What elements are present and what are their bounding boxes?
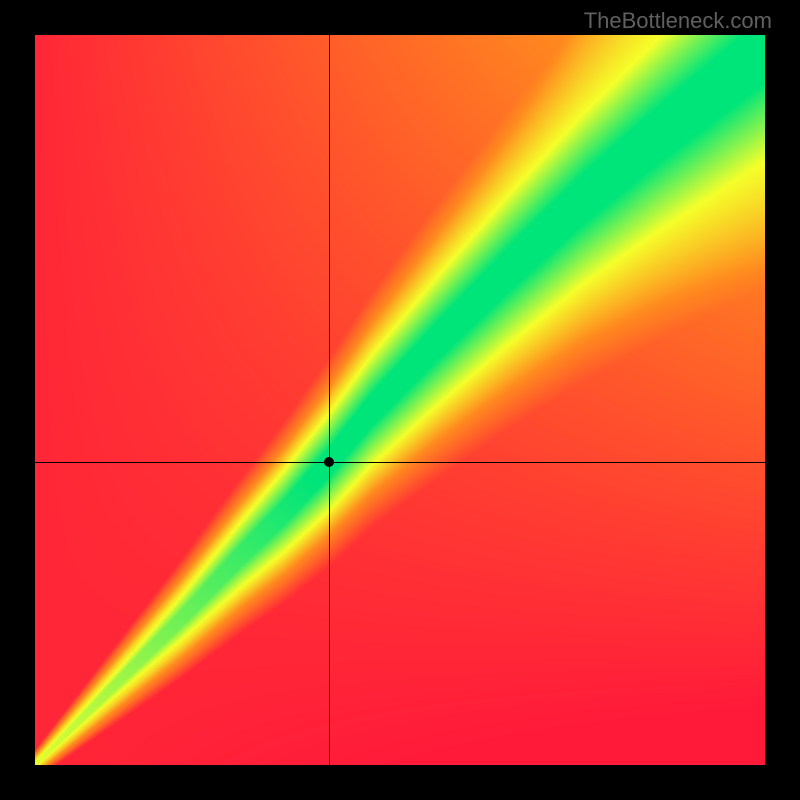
operating-point-marker (324, 457, 334, 467)
crosshair-vertical (329, 35, 330, 765)
watermark-text: TheBottleneck.com (584, 8, 772, 34)
heatmap-canvas (35, 35, 765, 765)
crosshair-horizontal (35, 462, 765, 463)
plot-frame (35, 35, 765, 765)
